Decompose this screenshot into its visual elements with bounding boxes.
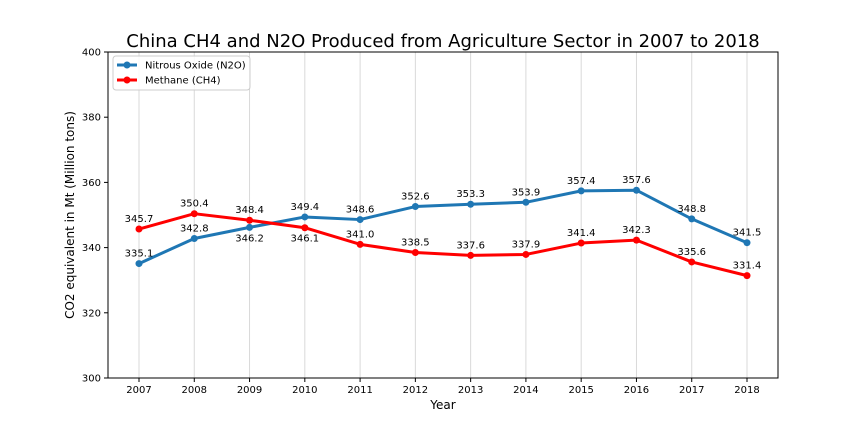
x-tick-label: 2012: [403, 385, 428, 396]
y-axis-label: CO2 equivalent in Mt (Million tons): [63, 111, 77, 319]
plot-area-frame: [107, 51, 779, 379]
data-label: 353.9: [512, 187, 541, 198]
x-tick-label: 2017: [679, 385, 704, 396]
data-point: [301, 224, 309, 232]
data-label: 353.3: [456, 189, 485, 200]
data-label: 352.6: [401, 192, 430, 203]
data-label: 349.4: [290, 202, 319, 213]
data-label: 348.6: [346, 205, 375, 216]
data-label: 345.7: [125, 214, 154, 225]
data-point: [632, 236, 640, 244]
data-label: 346.1: [290, 234, 319, 245]
x-tick-label: 2013: [458, 385, 483, 396]
data-point: [522, 250, 530, 258]
data-point: [743, 239, 751, 247]
x-tick-label: 2011: [347, 385, 372, 396]
series-1: [135, 210, 751, 280]
series-0: [135, 186, 751, 268]
data-label: 335.6: [677, 247, 706, 258]
x-tick-label: 2016: [624, 385, 649, 396]
chart-title: China CH4 and N2O Produced from Agricult…: [126, 31, 760, 52]
data-point: [743, 272, 751, 280]
series-line: [138, 212, 748, 278]
data-point: [467, 251, 475, 259]
data-labels-1: 345.7 350.4 348.4 346.1 341.0 338.5 337.6 337.9…: [125, 199, 762, 272]
x-axis-label: Year: [429, 398, 455, 412]
y-tick-label: 360: [82, 178, 101, 189]
data-labels-0: 335.1 342.8 346.2 349.4 348.6 352.6 353.3 353.9…: [125, 175, 762, 259]
data-point: [411, 248, 419, 256]
grid-lines: [138, 52, 748, 378]
legend-marker: [123, 76, 131, 84]
data-label: 357.6: [622, 175, 651, 186]
data-point: [246, 216, 254, 224]
x-tick-label: 2010: [292, 385, 317, 396]
legend: Nitrous Oxide (N2O) Methane (CH4): [112, 55, 251, 91]
data-label: 338.5: [401, 237, 430, 248]
data-point: [135, 260, 143, 268]
data-label: 348.8: [677, 204, 706, 215]
data-point: [411, 203, 419, 211]
data-point: [190, 234, 198, 242]
legend-entry: Nitrous Oxide (N2O): [145, 61, 246, 72]
data-label: 341.0: [346, 229, 375, 240]
data-point: [301, 213, 309, 221]
x-tick-label: 2014: [513, 385, 538, 396]
x-axis: 2007 2008 2009 2010 2011 2012 2013 2014 2015 2016…: [126, 378, 760, 396]
y-tick-label: 400: [82, 48, 101, 59]
data-point: [246, 223, 254, 231]
data-point: [688, 258, 696, 266]
x-tick-label: 2008: [182, 385, 207, 396]
data-label: 335.1: [125, 249, 154, 260]
y-tick-label: 340: [82, 243, 101, 254]
data-point: [577, 187, 585, 195]
data-label: 346.2: [235, 233, 264, 244]
data-point: [467, 200, 475, 208]
x-tick-label: 2007: [126, 385, 151, 396]
data-point: [522, 198, 530, 206]
data-label: 337.9: [512, 239, 541, 250]
data-point: [135, 225, 143, 233]
legend-entry: Methane (CH4): [145, 76, 221, 87]
data-label: 341.5: [733, 228, 762, 239]
data-point: [577, 239, 585, 247]
series-layer: 335.1 342.8 346.2 349.4 348.6 352.6 353.3 353.9…: [125, 175, 762, 280]
y-axis: 300 320 340 360 380 400: [82, 48, 108, 385]
x-tick-label: 2009: [237, 385, 262, 396]
legend-marker: [123, 61, 131, 69]
legend-box: [112, 55, 251, 91]
series-line: [138, 188, 748, 265]
data-label: 331.4: [733, 261, 762, 272]
data-point: [632, 186, 640, 194]
data-label: 350.4: [180, 199, 209, 210]
x-tick-label: 2018: [734, 385, 759, 396]
data-point: [688, 215, 696, 223]
y-tick-label: 300: [82, 374, 101, 385]
data-label: 348.4: [235, 205, 264, 216]
y-tick-label: 320: [82, 308, 101, 319]
y-tick-label: 380: [82, 113, 101, 124]
data-label: 337.6: [456, 240, 485, 251]
data-point: [190, 210, 198, 218]
x-tick-label: 2015: [568, 385, 593, 396]
data-point: [356, 216, 364, 224]
data-label: 342.3: [622, 225, 651, 236]
data-label: 341.4: [567, 228, 596, 239]
data-label: 357.4: [567, 176, 596, 187]
data-label: 342.8: [180, 223, 209, 234]
data-point: [356, 240, 364, 248]
